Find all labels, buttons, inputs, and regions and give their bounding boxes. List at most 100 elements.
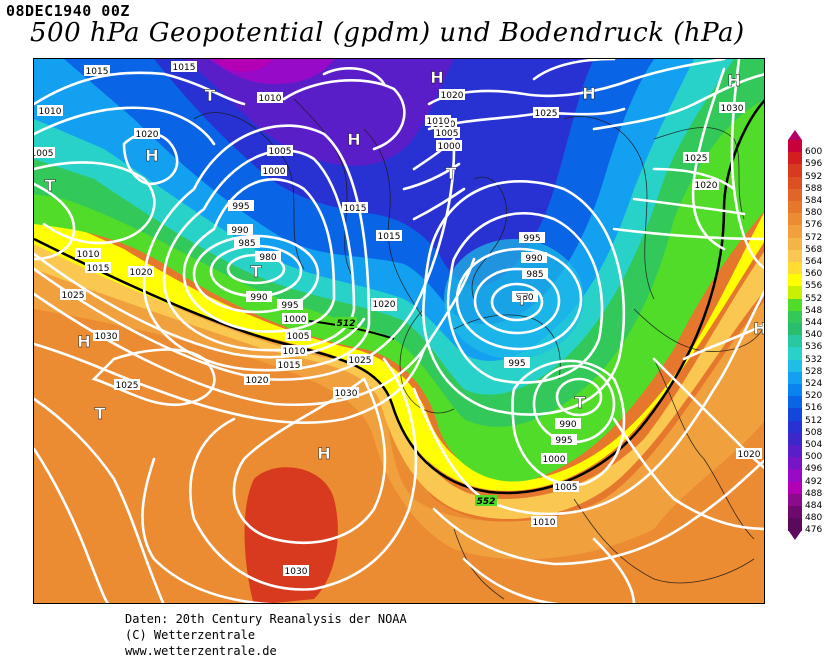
- contour-label: 990: [246, 291, 272, 303]
- legend-label: 536: [805, 342, 823, 353]
- contour-label: 1025: [683, 152, 709, 164]
- svg-text:1020: 1020: [246, 376, 269, 386]
- low-center: T: [95, 404, 106, 423]
- contour-label: 1000: [541, 453, 567, 465]
- legend-swatch: [788, 384, 802, 397]
- contour-label: 1010: [37, 105, 63, 117]
- contour-label: 1025: [347, 354, 373, 366]
- svg-text:995: 995: [555, 436, 572, 446]
- low-center: T: [45, 176, 56, 195]
- legend-label: 528: [805, 366, 823, 377]
- svg-text:1000: 1000: [543, 455, 566, 465]
- contour-label: 995: [519, 232, 545, 244]
- svg-text:1010: 1010: [283, 347, 306, 357]
- legend-swatch: [788, 371, 802, 385]
- contour-label: 1015: [342, 202, 368, 214]
- credits: Daten: 20th Century Reanalysis der NOAA …: [125, 611, 407, 659]
- svg-text:1030: 1030: [95, 332, 118, 342]
- legend-label: 600: [805, 147, 823, 158]
- contour-label: 1010: [425, 115, 451, 127]
- legend-swatch: [788, 176, 802, 190]
- svg-text:1015: 1015: [378, 232, 401, 242]
- legend-swatch: [788, 225, 802, 239]
- svg-text:1010: 1010: [533, 518, 556, 528]
- contour-label: 1010: [257, 92, 283, 104]
- legend-swatch: [788, 152, 802, 165]
- legend-label: 516: [805, 403, 823, 414]
- legend-label: 564: [805, 257, 823, 267]
- contour-label: 1015: [171, 61, 197, 73]
- contour-label: 1015: [376, 230, 402, 242]
- svg-text:1020: 1020: [373, 300, 396, 310]
- svg-text:552: 552: [477, 497, 496, 507]
- legend-swatch: [788, 445, 802, 458]
- pressure-centers: T H H T H H T T H T H T T H H H: [44, 68, 764, 463]
- svg-text:1010: 1010: [39, 107, 62, 117]
- contour-label: 1005: [553, 481, 579, 493]
- high-center: H: [145, 146, 158, 165]
- low-center: T: [575, 393, 586, 412]
- contour-label: 1005: [34, 147, 55, 159]
- legend-swatch: [788, 188, 802, 202]
- contour-label: 1020: [134, 128, 160, 140]
- legend-swatch: [788, 323, 802, 336]
- svg-text:1000: 1000: [263, 167, 286, 177]
- svg-text:1025: 1025: [685, 154, 708, 164]
- contour-label: 1020: [244, 374, 270, 386]
- legend-label: 520: [805, 391, 823, 402]
- legend-label: 496: [805, 464, 823, 475]
- svg-text:1020: 1020: [738, 450, 761, 460]
- legend-swatch: [788, 457, 802, 470]
- contour-label: 995: [551, 434, 577, 446]
- high-center: H: [317, 444, 330, 463]
- contour-label: 1025: [114, 379, 140, 391]
- legend-arrow-down: [788, 530, 802, 541]
- contour-label: 1015: [84, 65, 110, 77]
- legend-label: 556: [805, 281, 823, 292]
- legend-label: 588: [805, 183, 823, 194]
- contour-label: 1030: [719, 102, 745, 114]
- legend-swatch: [788, 347, 802, 361]
- high-center: H: [430, 68, 443, 87]
- legend-label: 580: [805, 208, 823, 219]
- contour-label: 995: [277, 299, 303, 311]
- legend-swatch: [788, 262, 802, 275]
- legend-swatch: [788, 249, 802, 263]
- contour-label: 1020: [439, 89, 465, 101]
- legend-arrow-up: [788, 130, 802, 140]
- svg-text:1030: 1030: [335, 389, 358, 399]
- legend-swatch: [788, 164, 802, 178]
- contour-label: 990: [555, 418, 581, 430]
- svg-text:1030: 1030: [285, 567, 308, 577]
- legend-label: 572: [805, 232, 823, 243]
- legend-swatch: [788, 518, 802, 531]
- contour-label: 1005: [267, 145, 293, 157]
- weather-map: 1015 1010 1015 1020 1005 1010 1010 1020 …: [33, 58, 765, 604]
- legend-label: 492: [805, 476, 823, 487]
- legend-swatch: [788, 201, 802, 214]
- legend-label: 540: [805, 330, 823, 341]
- svg-text:990: 990: [525, 254, 542, 264]
- legend-swatch: [788, 408, 802, 422]
- credit-copyright: (C) Wetterzentrale: [125, 628, 256, 642]
- svg-text:980: 980: [259, 253, 276, 263]
- svg-text:995: 995: [281, 301, 298, 311]
- contour-label: 1030: [283, 565, 309, 577]
- low-center: T: [446, 164, 457, 183]
- field-484: [214, 59, 274, 72]
- legend-swatch: [788, 274, 802, 287]
- svg-text:1020: 1020: [441, 91, 464, 101]
- coastlines: [193, 98, 764, 600]
- svg-text:1025: 1025: [535, 109, 558, 119]
- valid-date: 08DEC1940 00Z: [6, 2, 130, 20]
- high-center: H: [582, 84, 595, 103]
- contour-label: 1015: [85, 262, 111, 274]
- svg-text:1015: 1015: [86, 67, 109, 77]
- contour-label: 1020: [693, 179, 719, 191]
- contour-label: 995: [504, 357, 530, 369]
- contour-label: 1015: [276, 359, 302, 371]
- contour-label: 1020: [128, 266, 154, 278]
- legend-label: 508: [805, 427, 823, 438]
- legend-label: 512: [805, 415, 823, 426]
